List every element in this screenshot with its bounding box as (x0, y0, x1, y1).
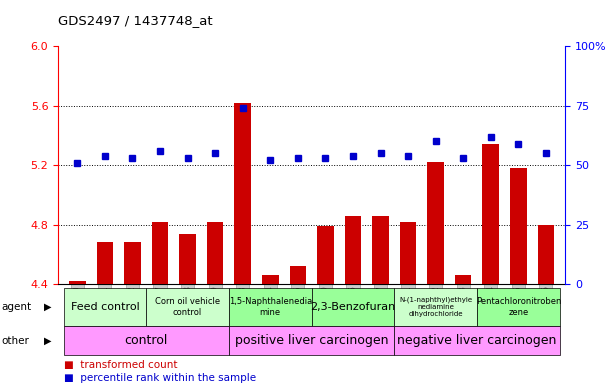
Bar (69, 281, 86, 284)
Text: negative liver carcinogen: negative liver carcinogen (397, 334, 557, 347)
Bar (262, 275, 279, 284)
Bar (400, 222, 416, 284)
Text: 2,3-Benzofuran: 2,3-Benzofuran (310, 302, 395, 312)
Text: Corn oil vehicle
control: Corn oil vehicle control (155, 298, 220, 317)
Text: agent: agent (1, 302, 31, 312)
Text: Pentachloronitroben
zene: Pentachloronitroben zene (475, 298, 561, 317)
Text: 1,5-Naphthalenedia
mine: 1,5-Naphthalenedia mine (229, 298, 312, 317)
Text: Feed control: Feed control (70, 302, 139, 312)
Bar (152, 222, 168, 284)
Text: ■  transformed count: ■ transformed count (64, 360, 178, 370)
Text: GDS2497 / 1437748_at: GDS2497 / 1437748_at (58, 14, 213, 27)
Text: N-(1-naphthyl)ethyle
nediamine
dihydrochloride: N-(1-naphthyl)ethyle nediamine dihydroch… (399, 297, 472, 318)
Bar (317, 226, 334, 284)
Bar (124, 243, 141, 284)
Bar (207, 222, 224, 284)
Bar (345, 216, 361, 284)
Bar (235, 103, 251, 284)
Bar (179, 233, 196, 284)
Bar (290, 266, 306, 284)
Bar (483, 144, 499, 284)
Text: ■  percentile rank within the sample: ■ percentile rank within the sample (64, 373, 256, 383)
Text: other: other (1, 336, 29, 346)
Text: control: control (125, 334, 168, 347)
Text: positive liver carcinogen: positive liver carcinogen (235, 334, 389, 347)
Bar (97, 243, 113, 284)
Bar (372, 216, 389, 284)
Bar (455, 275, 472, 284)
Text: ▶: ▶ (45, 302, 52, 312)
Bar (427, 162, 444, 284)
Text: ▶: ▶ (45, 336, 52, 346)
Bar (510, 168, 527, 284)
Bar (538, 225, 554, 284)
